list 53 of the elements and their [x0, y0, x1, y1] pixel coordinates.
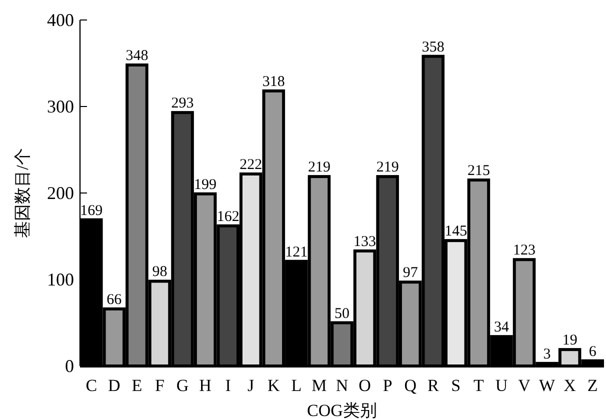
data-label: 98 — [152, 264, 168, 280]
data-label: 97 — [402, 265, 418, 282]
x-tick-label: C — [86, 376, 98, 395]
y-tick-label: 100 — [47, 270, 74, 290]
data-label: 348 — [126, 48, 148, 64]
data-label: 145 — [444, 224, 468, 240]
data-label: 199 — [194, 176, 217, 193]
data-label: 34 — [494, 320, 510, 336]
x-tick-label: P — [382, 376, 392, 395]
x-tick-label: J — [248, 376, 255, 395]
x-tick-label: L — [291, 376, 302, 395]
x-tick-label: N — [336, 376, 348, 395]
x-tick-label: D — [108, 376, 120, 395]
data-label: 358 — [422, 39, 444, 56]
x-tick-label: Q — [404, 376, 416, 395]
data-label: 318 — [262, 74, 285, 90]
data-label: 123 — [513, 242, 536, 259]
data-label: 19 — [562, 332, 578, 349]
data-label: 66 — [106, 292, 122, 308]
x-tick-label: K — [268, 376, 281, 395]
x-tick-label: M — [312, 376, 327, 395]
x-tick-label: H — [199, 376, 212, 395]
y-tick-label: 400 — [47, 10, 74, 30]
data-label: 169 — [80, 202, 103, 219]
data-label: 6 — [588, 344, 597, 360]
data-label: 293 — [171, 96, 194, 112]
data-label: 3 — [543, 346, 551, 362]
x-tick-label: W — [539, 376, 556, 395]
y-axis-title: 基因数目/个 — [13, 148, 32, 238]
x-tick-label: F — [155, 376, 164, 395]
x-tick-label: U — [495, 376, 508, 395]
data-label: 215 — [467, 163, 490, 180]
x-tick-label: R — [427, 376, 440, 395]
data-label: 121 — [285, 244, 308, 260]
data-label: 50 — [334, 306, 350, 322]
data-label: 222 — [240, 156, 262, 173]
x-tick-label: T — [474, 376, 484, 395]
x-tick-label: E — [132, 376, 142, 395]
data-label: 219 — [376, 160, 399, 176]
y-tick-label: 300 — [47, 96, 74, 116]
data-label: 219 — [308, 160, 330, 176]
data-label: 133 — [354, 234, 376, 250]
x-tick-label: X — [564, 376, 576, 395]
y-tick-label: 200 — [47, 183, 74, 203]
x-axis-title: COG类别 — [307, 401, 377, 419]
x-tick-label: I — [225, 376, 232, 395]
x-tick-label: S — [451, 376, 461, 395]
x-tick-label: O — [358, 376, 371, 395]
data-label: 162 — [216, 208, 240, 225]
x-tick-label: V — [518, 376, 532, 395]
y-tick-label: 0 — [65, 356, 74, 376]
x-tick-label: G — [176, 376, 189, 395]
x-tick-label: Z — [587, 376, 598, 395]
